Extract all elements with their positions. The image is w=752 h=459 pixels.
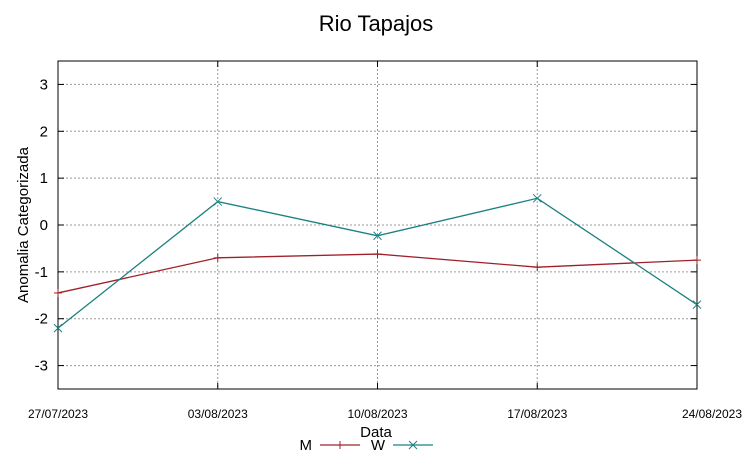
y-tick-label: 2 <box>40 123 48 140</box>
grid-lines <box>58 61 697 389</box>
data-point-w <box>53 323 63 333</box>
legend-marker-w <box>408 440 418 450</box>
x-tick-label: 03/08/2023 <box>188 407 248 421</box>
x-axis-label: Data <box>360 424 392 441</box>
y-tick-label: 1 <box>40 170 48 187</box>
legend-label-m: M <box>300 437 313 454</box>
x-tick-label: 24/08/2023 <box>682 407 742 421</box>
x-tick-label: 10/08/2023 <box>347 407 407 421</box>
data-point-w <box>532 193 542 203</box>
x-axis-ticks: 27/07/2023 03/08/2023 10/08/2023 17/08/2023… <box>28 61 742 421</box>
chart-title: Rio Tapajos <box>319 11 434 36</box>
y-tick-label: 0 <box>40 217 48 234</box>
y-tick-label: -3 <box>35 358 48 375</box>
y-tick-label: -1 <box>35 264 48 281</box>
legend: M W <box>300 437 433 454</box>
x-tick-label: 27/07/2023 <box>28 407 88 421</box>
series-group <box>53 193 702 333</box>
y-axis-ticks: 3 2 1 0 -1 -2 -3 <box>35 76 697 375</box>
y-tick-label: -2 <box>35 311 48 328</box>
x-tick-label: 17/08/2023 <box>507 407 567 421</box>
data-point-w <box>213 197 223 206</box>
data-point-w <box>692 300 702 310</box>
y-tick-label: 3 <box>40 76 48 93</box>
data-point-w <box>373 231 382 241</box>
y-axis-label: Anomalia Categorizada <box>15 146 32 303</box>
legend-label-w: W <box>371 437 386 454</box>
